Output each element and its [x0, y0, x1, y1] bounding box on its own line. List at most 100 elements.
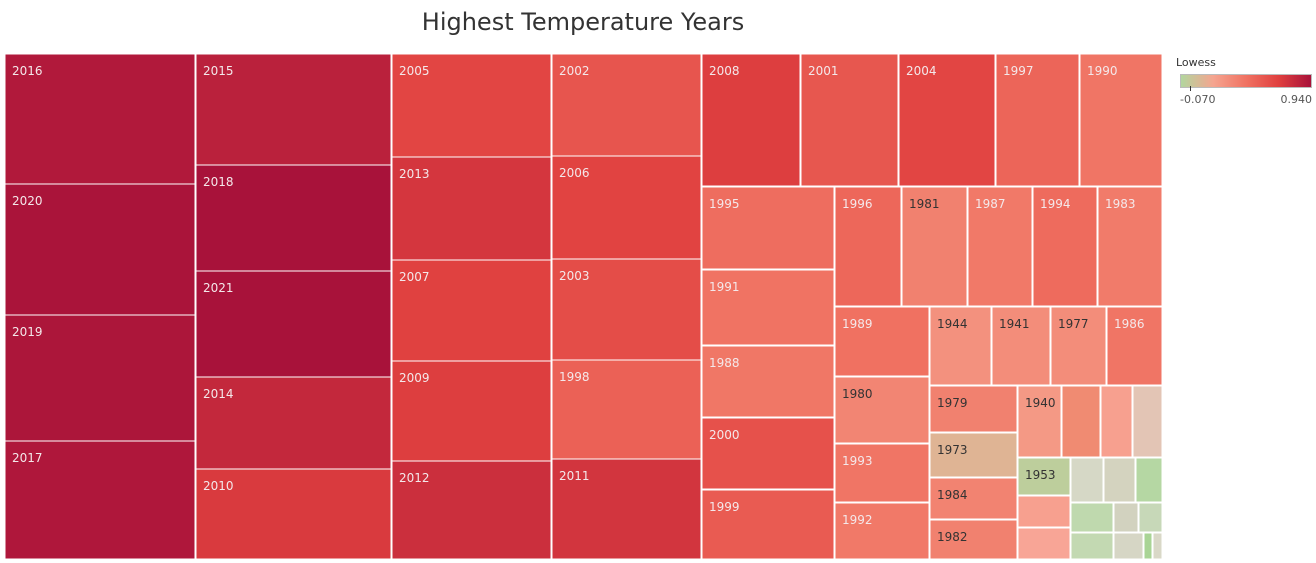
treemap-cell-2016: 2016	[4, 53, 196, 185]
treemap-label-1991: 1991	[709, 280, 740, 294]
treemap-rect-2000	[701, 417, 835, 490]
treemap-cell-1940: 1940	[1017, 385, 1062, 458]
treemap-label-2002: 2002	[559, 64, 590, 78]
treemap-rect-1988	[701, 345, 835, 418]
treemap-rect-1977	[1050, 306, 1107, 386]
color-legend: Lowess -0.070 0.940	[1176, 56, 1312, 116]
treemap-small-cell	[1017, 495, 1071, 528]
treemap-small-cell	[1017, 527, 1071, 560]
treemap-label-2000: 2000	[709, 428, 740, 442]
treemap-rect-1994	[1032, 186, 1098, 307]
treemap-label-1979: 1979	[937, 396, 968, 410]
treemap-cell-1979: 1979	[929, 385, 1018, 433]
treemap-rect-1992	[834, 502, 930, 560]
treemap-cell-1991: 1991	[701, 269, 835, 346]
treemap-label-2018: 2018	[203, 175, 234, 189]
treemap-rect-1996	[834, 186, 902, 307]
treemap-label-1973: 1973	[937, 443, 968, 457]
treemap-cell-2006: 2006	[551, 155, 702, 260]
treemap-label-2004: 2004	[906, 64, 937, 78]
treemap-cell-2005: 2005	[391, 53, 552, 158]
treemap-label-2007: 2007	[399, 270, 430, 284]
treemap-rect-2004	[898, 53, 996, 187]
treemap-cell-2012: 2012	[391, 460, 552, 560]
treemap-small-cell	[1100, 385, 1133, 458]
treemap-label-2015: 2015	[203, 64, 234, 78]
treemap-label-2011: 2011	[559, 469, 590, 483]
treemap-cell-1983: 1983	[1097, 186, 1163, 307]
treemap-cell-1977: 1977	[1050, 306, 1107, 386]
treemap-rect-2005	[391, 53, 552, 158]
treemap-small-cell	[1143, 532, 1153, 560]
treemap-cell-2009: 2009	[391, 360, 552, 462]
treemap-cell-1997: 1997	[995, 53, 1080, 187]
treemap-rect-1997	[995, 53, 1080, 187]
treemap-label-1941: 1941	[999, 317, 1030, 331]
treemap-rect-2006	[551, 155, 702, 260]
treemap-cell-2011: 2011	[551, 458, 702, 560]
legend-min-label: -0.070	[1180, 93, 1216, 106]
treemap-rect-2002	[551, 53, 702, 157]
treemap-rect-1986	[1106, 306, 1163, 386]
treemap-cell-2010: 2010	[195, 468, 392, 560]
treemap-rect-2011	[551, 458, 702, 560]
treemap-cell-1984: 1984	[929, 477, 1018, 520]
treemap-label-1977: 1977	[1058, 317, 1089, 331]
treemap-rect-1984	[929, 477, 1018, 520]
treemap-cell-2018: 2018	[195, 164, 392, 272]
treemap-rect-2016	[4, 53, 196, 185]
treemap-rect-2021	[195, 270, 392, 378]
treemap-label-2019: 2019	[12, 325, 43, 339]
treemap-cell-1989: 1989	[834, 306, 930, 377]
treemap-rect-1980	[834, 376, 930, 444]
treemap-rect-2014	[195, 376, 392, 470]
treemap-label-2001: 2001	[808, 64, 839, 78]
treemap-label-2006: 2006	[559, 166, 590, 180]
treemap-rect-2012	[391, 460, 552, 560]
treemap-cell-2014: 2014	[195, 376, 392, 470]
legend-gradient-bar	[1180, 74, 1312, 88]
treemap-rect-1940	[1017, 385, 1062, 458]
treemap-label-2013: 2013	[399, 167, 430, 181]
treemap-cell-1980: 1980	[834, 376, 930, 444]
treemap-rect-1993	[834, 443, 930, 503]
treemap-label-1987: 1987	[975, 197, 1006, 211]
treemap-cell-1999: 1999	[701, 489, 835, 560]
treemap-cell-1992: 1992	[834, 502, 930, 560]
treemap-label-1983: 1983	[1105, 197, 1136, 211]
treemap-rect-1979	[929, 385, 1018, 433]
treemap-cell-1973: 1973	[929, 432, 1018, 478]
treemap-small-cell	[1070, 502, 1114, 533]
treemap: 2016 2020 2019 2017 2015 2018 2021 2014 2010 2005…	[4, 53, 1163, 560]
treemap-cell-2002: 2002	[551, 53, 702, 157]
treemap-cell-1986: 1986	[1106, 306, 1163, 386]
treemap-label-2017: 2017	[12, 451, 43, 465]
treemap-label-2008: 2008	[709, 64, 740, 78]
treemap-cell-1998: 1998	[551, 359, 702, 460]
treemap-cell-1993: 1993	[834, 443, 930, 503]
treemap-label-1989: 1989	[842, 317, 873, 331]
treemap-label-1999: 1999	[709, 500, 740, 514]
treemap-rect-2003	[551, 258, 702, 361]
treemap-rect-1995	[701, 186, 835, 270]
chart-title: Highest Temperature Years	[421, 8, 745, 36]
legend-zero-marker	[1190, 86, 1191, 91]
treemap-cell-1941: 1941	[991, 306, 1051, 386]
treemap-label-1944: 1944	[937, 317, 968, 331]
treemap-label-1995: 1995	[709, 197, 740, 211]
treemap-small-cell	[1113, 532, 1144, 560]
treemap-rect-1999	[701, 489, 835, 560]
treemap-label-1990: 1990	[1087, 64, 1118, 78]
treemap-cell-1987: 1987	[967, 186, 1033, 307]
treemap-cell-1988: 1988	[701, 345, 835, 418]
treemap-label-1984: 1984	[937, 488, 968, 502]
treemap-cell-1944: 1944	[929, 306, 992, 386]
treemap-cell-2003: 2003	[551, 258, 702, 361]
treemap-rect-2017	[4, 440, 196, 560]
treemap-small-cell	[1132, 385, 1163, 458]
treemap-small-cell	[1103, 457, 1136, 503]
treemap-label-1994: 1994	[1040, 197, 1071, 211]
treemap-label-2012: 2012	[399, 471, 430, 485]
treemap-cell-1995: 1995	[701, 186, 835, 270]
treemap-cell-1994: 1994	[1032, 186, 1098, 307]
